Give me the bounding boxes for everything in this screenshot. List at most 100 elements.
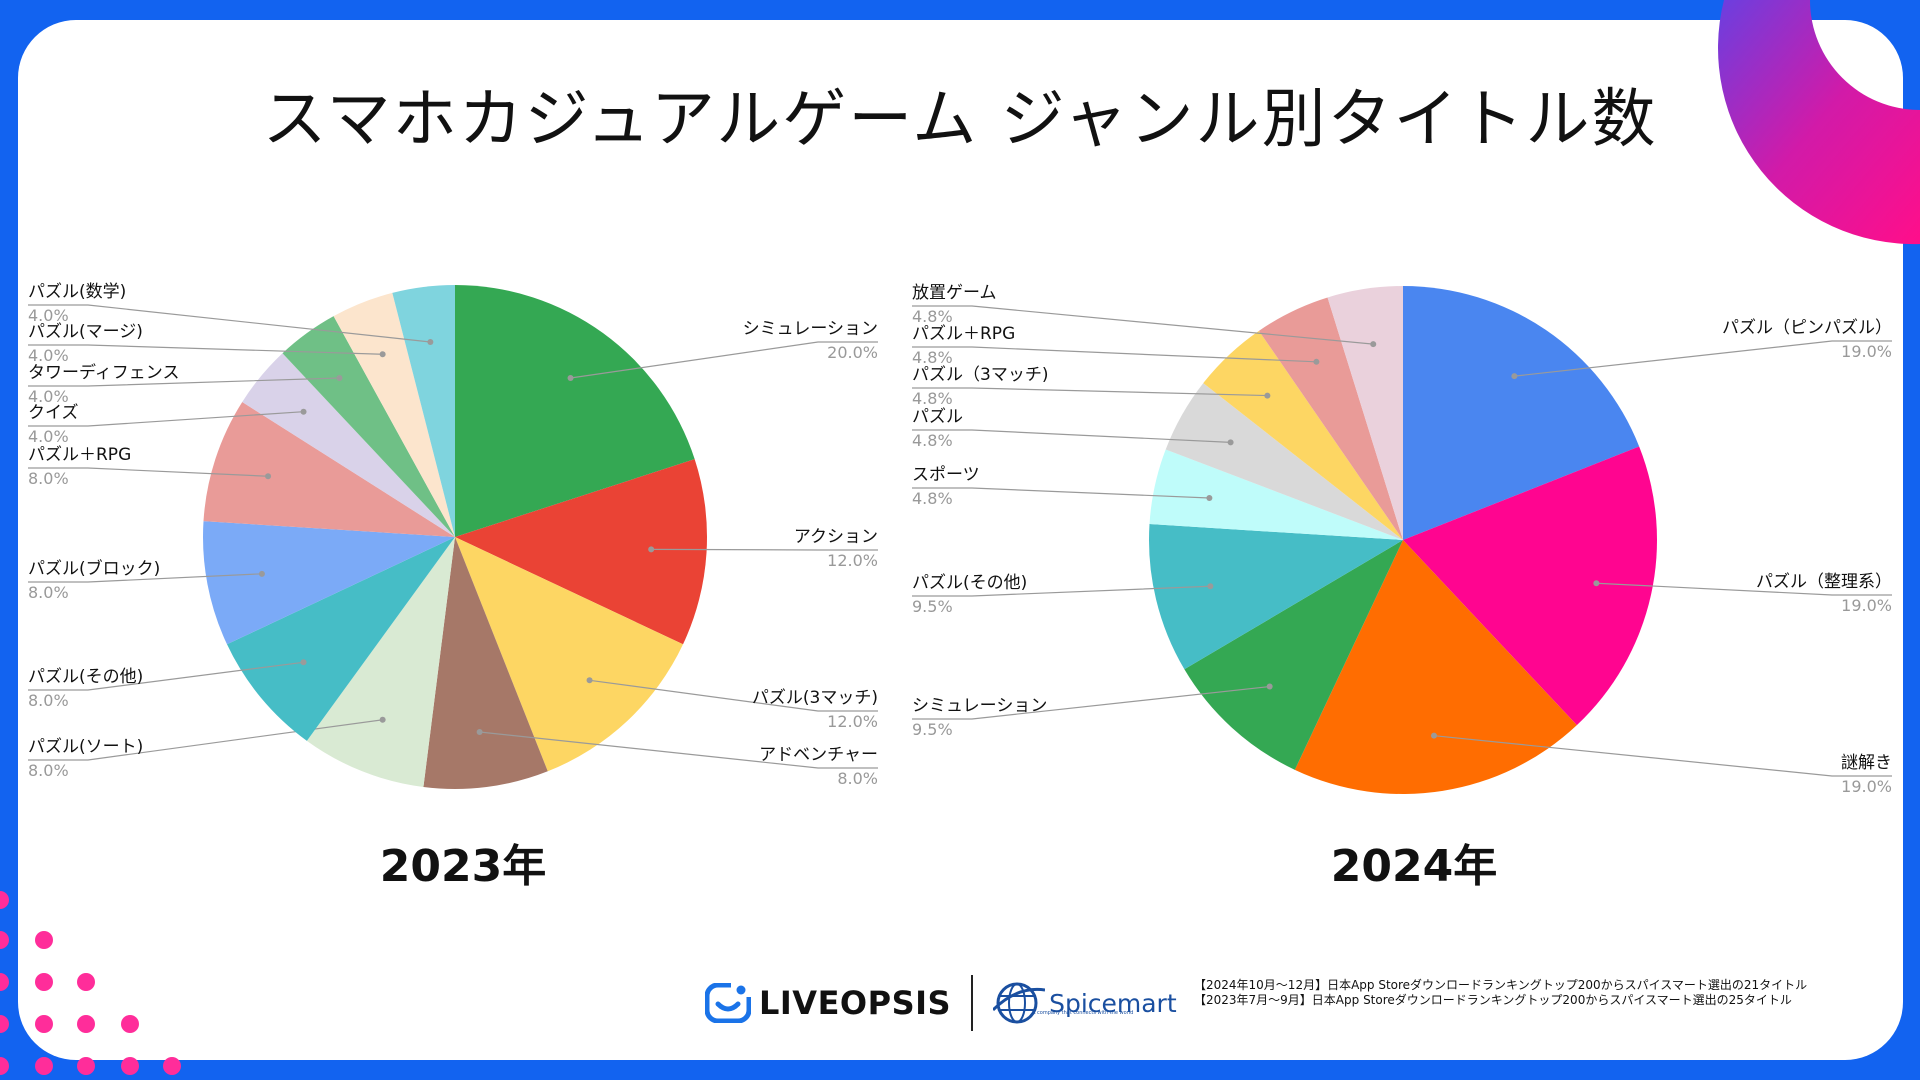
slice-2024-4 [1149, 524, 1403, 670]
slice-2023-10-leader-line [28, 344, 383, 355]
slice-2024-7 [1203, 330, 1403, 540]
slice-2023-5-leader-dot [300, 659, 307, 666]
slice-2023-4-leader-line [28, 719, 383, 761]
slice-2023-8 [242, 353, 455, 537]
slice-2023-10-leader-dot [379, 351, 386, 358]
slice-2024-4-label: パズル(その他) [912, 573, 1027, 593]
source-notes: 【2024年10月〜12月】日本App Storeダウンロードランキングトップ2… [1194, 978, 1807, 1008]
spicemart-logo-text: Spicemart [1049, 988, 1177, 1018]
slice-2024-0-leader-line [1514, 340, 1892, 377]
slice-2024-0-value-label: 19.0% [1841, 342, 1892, 361]
source-note-2024: 【2024年10月〜12月】日本App Storeダウンロードランキングトップ2… [1194, 978, 1808, 992]
year-label-2024: 2024年 [1330, 841, 1498, 892]
slice-2023-6-leader-dot [258, 570, 265, 577]
slice-2023-2 [455, 537, 684, 772]
slice-2023-3-leader-line [479, 731, 878, 769]
page-title: スマホカジュアルゲーム ジャンル別タイトル数 [262, 83, 1658, 157]
slice-2024-3-leader-dot [1266, 683, 1273, 690]
slice-2024-0 [1403, 286, 1640, 540]
decor-dot [0, 973, 9, 991]
slice-2024-5 [1149, 449, 1403, 540]
slice-2024-0-leader-dot [1511, 373, 1518, 380]
decor-dot [121, 1015, 139, 1033]
slice-2024-8 [1258, 297, 1403, 540]
slice-2023-4-value-label: 8.0% [28, 761, 69, 780]
pie-chart-2023: シミュレーション 20.0% アクション 12.0% パズル(3マッチ) 12.0% アドベ… [28, 282, 878, 789]
slice-2024-7-leader-line [912, 387, 1268, 397]
decor-dot [35, 1015, 53, 1033]
slice-2023-8-leader-dot [300, 408, 307, 415]
slice-2023-9 [282, 316, 455, 537]
slice-2024-3-label: シミュレーション [912, 696, 1047, 716]
slice-2024-1-value-label: 19.0% [1841, 596, 1892, 615]
slice-2023-1-leader-line [651, 548, 878, 551]
slice-2023-6-value-label: 8.0% [28, 583, 69, 602]
slice-2024-9-label: 放置ゲーム [912, 283, 997, 303]
slice-2024-1-label: パズル（整理系） [1756, 572, 1892, 592]
slice-2024-9-leader-line [912, 305, 1374, 345]
slice-2024-1-leader-line [1596, 582, 1892, 596]
slice-2023-7-label: パズル＋RPG [28, 445, 131, 465]
slice-2023-6-label: パズル(ブロック) [28, 558, 160, 579]
slice-2023-4-label: パズル(ソート) [28, 737, 143, 757]
slice-2023-0-leader-dot [567, 374, 574, 381]
slice-2023-4-leader-dot [379, 716, 386, 723]
slice-2023-3-leader-dot [476, 729, 483, 736]
slice-2024-7-leader-dot [1264, 392, 1271, 399]
slice-2023-5-leader-line [28, 661, 304, 691]
slice-2023-6-leader-line [28, 573, 262, 583]
slice-2024-2-value-label: 19.0% [1841, 777, 1892, 796]
slice-2024-4-value-label: 9.5% [912, 597, 953, 616]
corner-ring-decoration [1718, 0, 1920, 245]
slice-2023-9-value-label: 4.0% [28, 387, 69, 406]
slice-2024-9-leader-dot [1370, 341, 1377, 348]
slice-2023-11-value-label: 4.0% [28, 306, 69, 325]
decor-dot [0, 891, 9, 909]
slice-2024-7-value-label: 4.8% [912, 389, 953, 408]
slice-2023-3-value-label: 8.0% [837, 769, 878, 788]
slice-2024-8-value-label: 4.8% [912, 348, 953, 367]
slice-2023-5 [226, 537, 455, 741]
slice-2024-3 [1184, 540, 1403, 770]
slice-2024-3-leader-line [912, 685, 1270, 720]
year-label-2023: 2023年 [379, 841, 547, 892]
decor-dot [77, 973, 95, 991]
slice-2023-2-leader-dot [586, 677, 593, 684]
pie-chart-2024: パズル（ピンパズル） 19.0% パズル（整理系） 19.0% 謎解き 19.0% シミュレ… [912, 283, 1892, 796]
slice-2023-1-value-label: 12.0% [827, 551, 878, 570]
slice-2024-0-label: パズル（ピンパズル） [1722, 318, 1892, 338]
slice-2023-6 [202, 521, 455, 645]
slice-2024-7-label: パズル（3マッチ) [912, 365, 1048, 385]
slice-2023-1-label: アクション [794, 527, 878, 547]
spicemart-tagline: A company that connects with the world [1032, 1010, 1134, 1016]
slice-2023-2-leader-line [589, 679, 878, 712]
slice-2024-9 [1327, 286, 1403, 540]
decor-dot [0, 1015, 9, 1033]
slice-2023-9-label: タワーディフェンス [28, 362, 179, 383]
slice-2024-1 [1403, 446, 1657, 726]
slice-2023-11-label: パズル(数学) [28, 282, 126, 302]
slice-2024-9-value-label: 4.8% [912, 307, 953, 326]
slice-2023-11-leader-dot [427, 338, 434, 345]
dot-grid-decoration [0, 891, 181, 1075]
decor-dot [35, 1057, 53, 1075]
slice-2023-2-value-label: 12.0% [827, 712, 878, 731]
slice-2023-7-leader-line [28, 467, 269, 477]
decor-dot [0, 1057, 9, 1075]
slice-2023-7 [203, 401, 455, 537]
slice-2023-3-label: アドベンチャー [759, 745, 878, 765]
slice-2023-8-label: クイズ [28, 403, 79, 423]
slice-2023-0 [455, 285, 695, 537]
decor-dot [35, 931, 53, 949]
slice-2024-6-leader-dot [1227, 439, 1234, 446]
slice-2024-2-leader-line [1433, 735, 1892, 777]
decor-dot [77, 1015, 95, 1033]
slice-2023-11 [392, 285, 455, 537]
slice-2023-0-label: シミュレーション [743, 319, 878, 339]
slice-2024-6-label: パズル [912, 407, 963, 427]
slice-2024-2-leader-dot [1430, 732, 1437, 739]
slice-2024-5-leader-dot [1206, 494, 1213, 501]
slice-2024-8-label: パズル＋RPG [912, 324, 1015, 344]
